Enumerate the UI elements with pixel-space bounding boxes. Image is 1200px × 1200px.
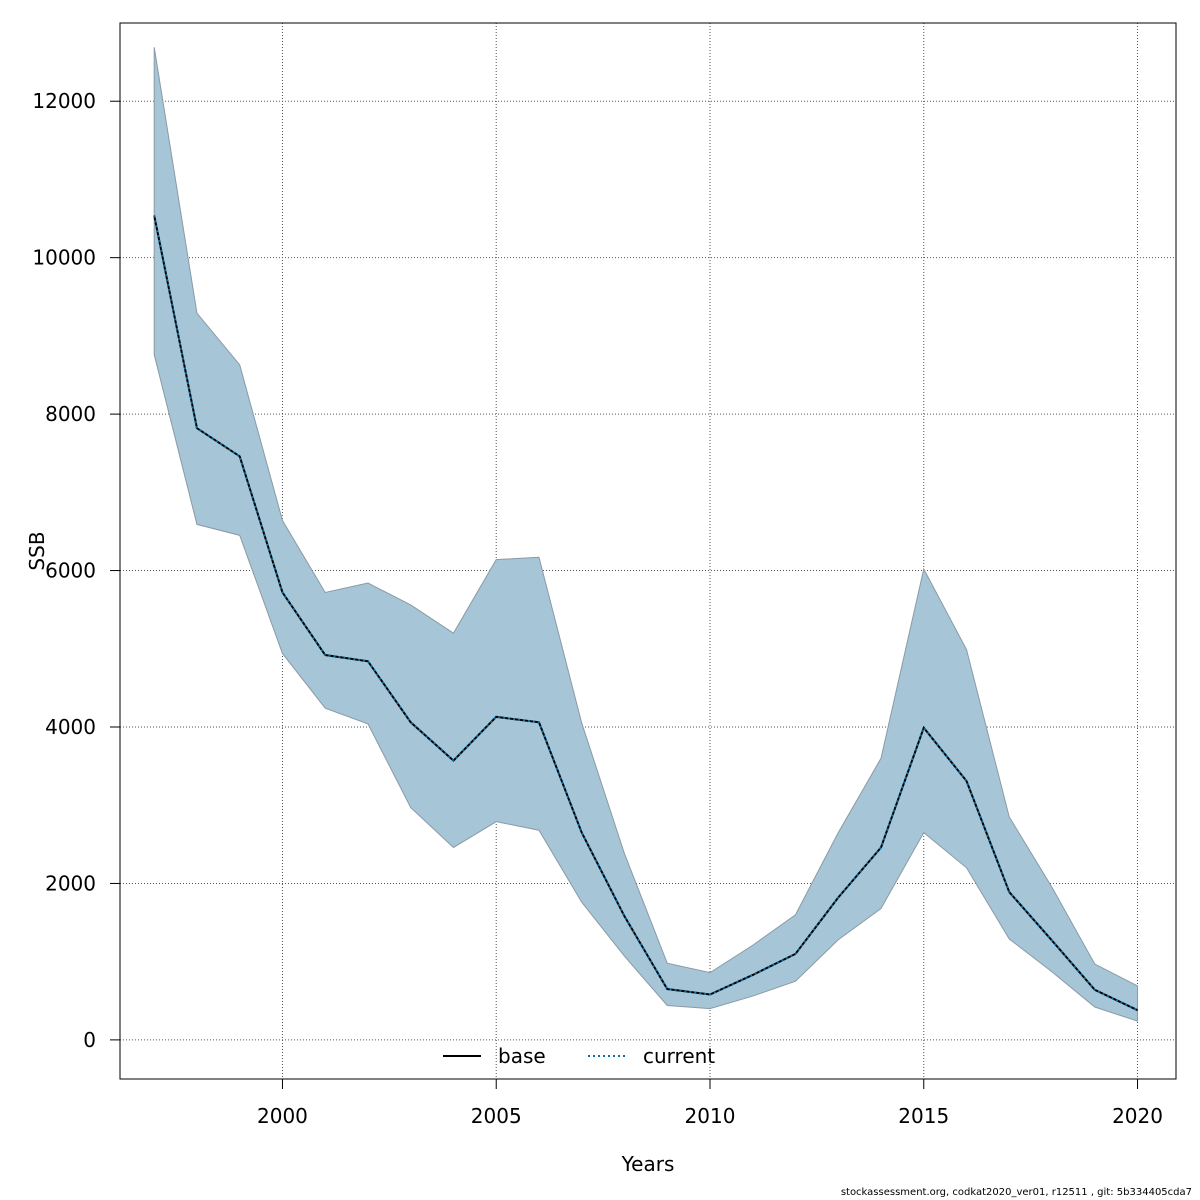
plot-frame bbox=[119, 22, 1177, 1080]
x-tick-label-2010: 2010 bbox=[685, 1104, 736, 1128]
confidence-band bbox=[153, 47, 1139, 1022]
y-tick-label-6000: 6000 bbox=[45, 559, 96, 583]
legend-label-base: base bbox=[498, 1044, 546, 1068]
y-tick-label-8000: 8000 bbox=[45, 402, 96, 426]
y-axis: 0 2000 4000 6000 8000 10000 12000 bbox=[32, 89, 120, 1052]
x-tick-label-2020: 2020 bbox=[1112, 1104, 1163, 1128]
series-line-current bbox=[153, 215, 1138, 1012]
y-axis-label: SSB bbox=[25, 531, 49, 570]
y-tick-label-12000: 12000 bbox=[32, 89, 96, 113]
legend-label-current: current bbox=[643, 1044, 715, 1068]
x-axis-label: Years bbox=[621, 1152, 675, 1176]
x-tick-label-2000: 2000 bbox=[257, 1104, 308, 1128]
y-tick-label-4000: 4000 bbox=[45, 715, 96, 739]
footer-credit: stockassessment.org, codkat2020_ver01, r… bbox=[840, 1187, 1192, 1198]
y-tick-label-2000: 2000 bbox=[45, 871, 96, 895]
legend: base current bbox=[443, 1044, 715, 1068]
x-tick-label-2015: 2015 bbox=[898, 1104, 949, 1128]
x-tick-label-2005: 2005 bbox=[471, 1104, 522, 1128]
y-tick-label-10000: 10000 bbox=[32, 246, 96, 270]
y-tick-label-0: 0 bbox=[83, 1028, 96, 1052]
x-axis: 2000 2005 2010 2015 2020 bbox=[257, 1079, 1163, 1128]
